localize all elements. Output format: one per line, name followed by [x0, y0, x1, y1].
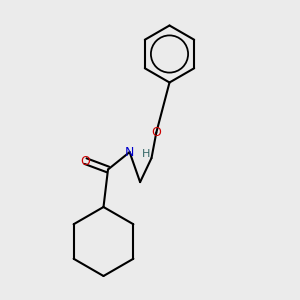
Text: N: N — [125, 146, 134, 159]
Text: O: O — [81, 154, 90, 168]
Text: H: H — [142, 148, 150, 159]
Text: O: O — [152, 126, 161, 139]
